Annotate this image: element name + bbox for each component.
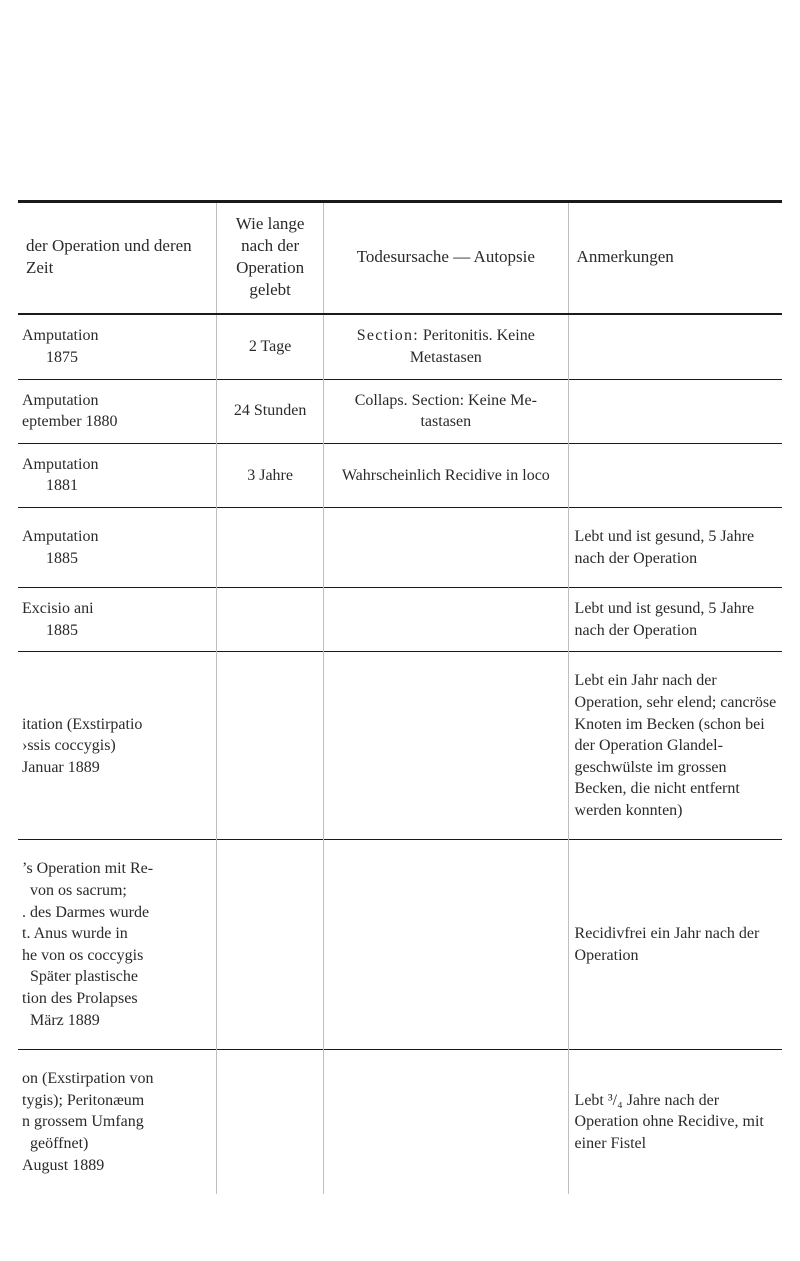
cell-lifespan: 24 Stunden bbox=[217, 379, 324, 443]
op-line: on (Exstirpation von bbox=[22, 1070, 154, 1087]
op-line: geöffnet) bbox=[22, 1135, 88, 1152]
op-line: itation (Exstirpatio bbox=[22, 716, 142, 733]
cell-cause bbox=[324, 840, 568, 1050]
op-date: 1881 bbox=[22, 477, 78, 494]
cell-cause bbox=[324, 507, 568, 587]
cell-cause bbox=[324, 1050, 568, 1194]
table-row: Amputation 1875 bbox=[18, 314, 217, 379]
cause-lead: Collaps. Section: bbox=[355, 392, 464, 409]
op-line: März 1889 bbox=[22, 1012, 100, 1029]
cell-lifespan bbox=[217, 588, 324, 652]
table-row: ’s Operation mit Re- von os sacrum; . de… bbox=[18, 840, 217, 1050]
medical-table: der Operation und deren Zeit Wie lange n… bbox=[18, 200, 782, 1194]
table-row: Amputation 1885 bbox=[18, 507, 217, 587]
cell-lifespan: 3 Jahre bbox=[217, 443, 324, 507]
cell-cause bbox=[324, 588, 568, 652]
op-name: Amputation bbox=[22, 327, 98, 344]
cell-lifespan bbox=[217, 840, 324, 1050]
op-date: 1875 bbox=[22, 349, 78, 366]
op-name: Amputation bbox=[22, 456, 98, 473]
op-line: he von os coccygis bbox=[22, 947, 143, 964]
table-row: Amputation 1881 bbox=[18, 443, 217, 507]
header-lifespan: Wie lange nach der Operation gelebt bbox=[217, 202, 324, 315]
header-notes: Anmerkungen bbox=[568, 202, 782, 315]
header-operation: der Operation und deren Zeit bbox=[18, 202, 217, 315]
op-name: Amputation bbox=[22, 392, 98, 409]
cause-lead: Section: bbox=[357, 327, 419, 344]
op-line: ’s Operation mit Re- bbox=[22, 860, 153, 877]
cause-rest: Peritonitis. Keine Metastasen bbox=[410, 327, 535, 366]
op-name: Excisio ani bbox=[22, 600, 94, 617]
op-line: August 1889 bbox=[22, 1157, 104, 1174]
cell-cause: Wahrscheinlich Recidive in loco bbox=[324, 443, 568, 507]
op-line: von os sacrum; bbox=[22, 882, 127, 899]
cell-notes: Lebt und ist gesund, 5 Jahre nach der Op… bbox=[568, 588, 782, 652]
header-cause: Todesursache — Autopsie bbox=[324, 202, 568, 315]
op-date: eptember 1880 bbox=[22, 413, 118, 430]
cell-cause: Section: Peritonitis. Keine Metastasen bbox=[324, 314, 568, 379]
cell-notes: Lebt ein Jahr nach der Operation, sehr e… bbox=[568, 652, 782, 840]
op-line: ›ssis coccygis) bbox=[22, 737, 116, 754]
op-date: 1885 bbox=[22, 550, 78, 567]
table-row: Amputation eptember 1880 bbox=[18, 379, 217, 443]
cell-lifespan bbox=[217, 652, 324, 840]
cell-notes: Lebt und ist gesund, 5 Jahre nach der Op… bbox=[568, 507, 782, 587]
op-line: Januar 1889 bbox=[22, 759, 100, 776]
op-date: 1885 bbox=[22, 622, 78, 639]
op-line: Später plastische bbox=[22, 968, 138, 985]
cell-notes bbox=[568, 443, 782, 507]
op-line: . des Darmes wurde bbox=[22, 904, 149, 921]
table-row: on (Exstirpation von tygis); Peritonæum … bbox=[18, 1050, 217, 1194]
cell-lifespan bbox=[217, 1050, 324, 1194]
table-row: Excisio ani 1885 bbox=[18, 588, 217, 652]
op-line: t. Anus wurde in bbox=[22, 925, 128, 942]
table-row: itation (Exstirpatio ›ssis coccygis) Jan… bbox=[18, 652, 217, 840]
cell-notes bbox=[568, 379, 782, 443]
op-line: n grossem Umfang bbox=[22, 1113, 144, 1130]
cell-notes: Lebt ³/₄ Jahre nach der Operation ohne R… bbox=[568, 1050, 782, 1194]
op-name: Amputation bbox=[22, 528, 98, 545]
op-line: tion des Prolapses bbox=[22, 990, 138, 1007]
op-line: tygis); Peritonæum bbox=[22, 1092, 144, 1109]
cell-cause bbox=[324, 652, 568, 840]
cell-lifespan bbox=[217, 507, 324, 587]
cell-notes bbox=[568, 314, 782, 379]
cell-lifespan: 2 Tage bbox=[217, 314, 324, 379]
cell-notes: Recidivfrei ein Jahr nach der Operation bbox=[568, 840, 782, 1050]
cell-cause: Collaps. Section: Keine Me­tastasen bbox=[324, 379, 568, 443]
